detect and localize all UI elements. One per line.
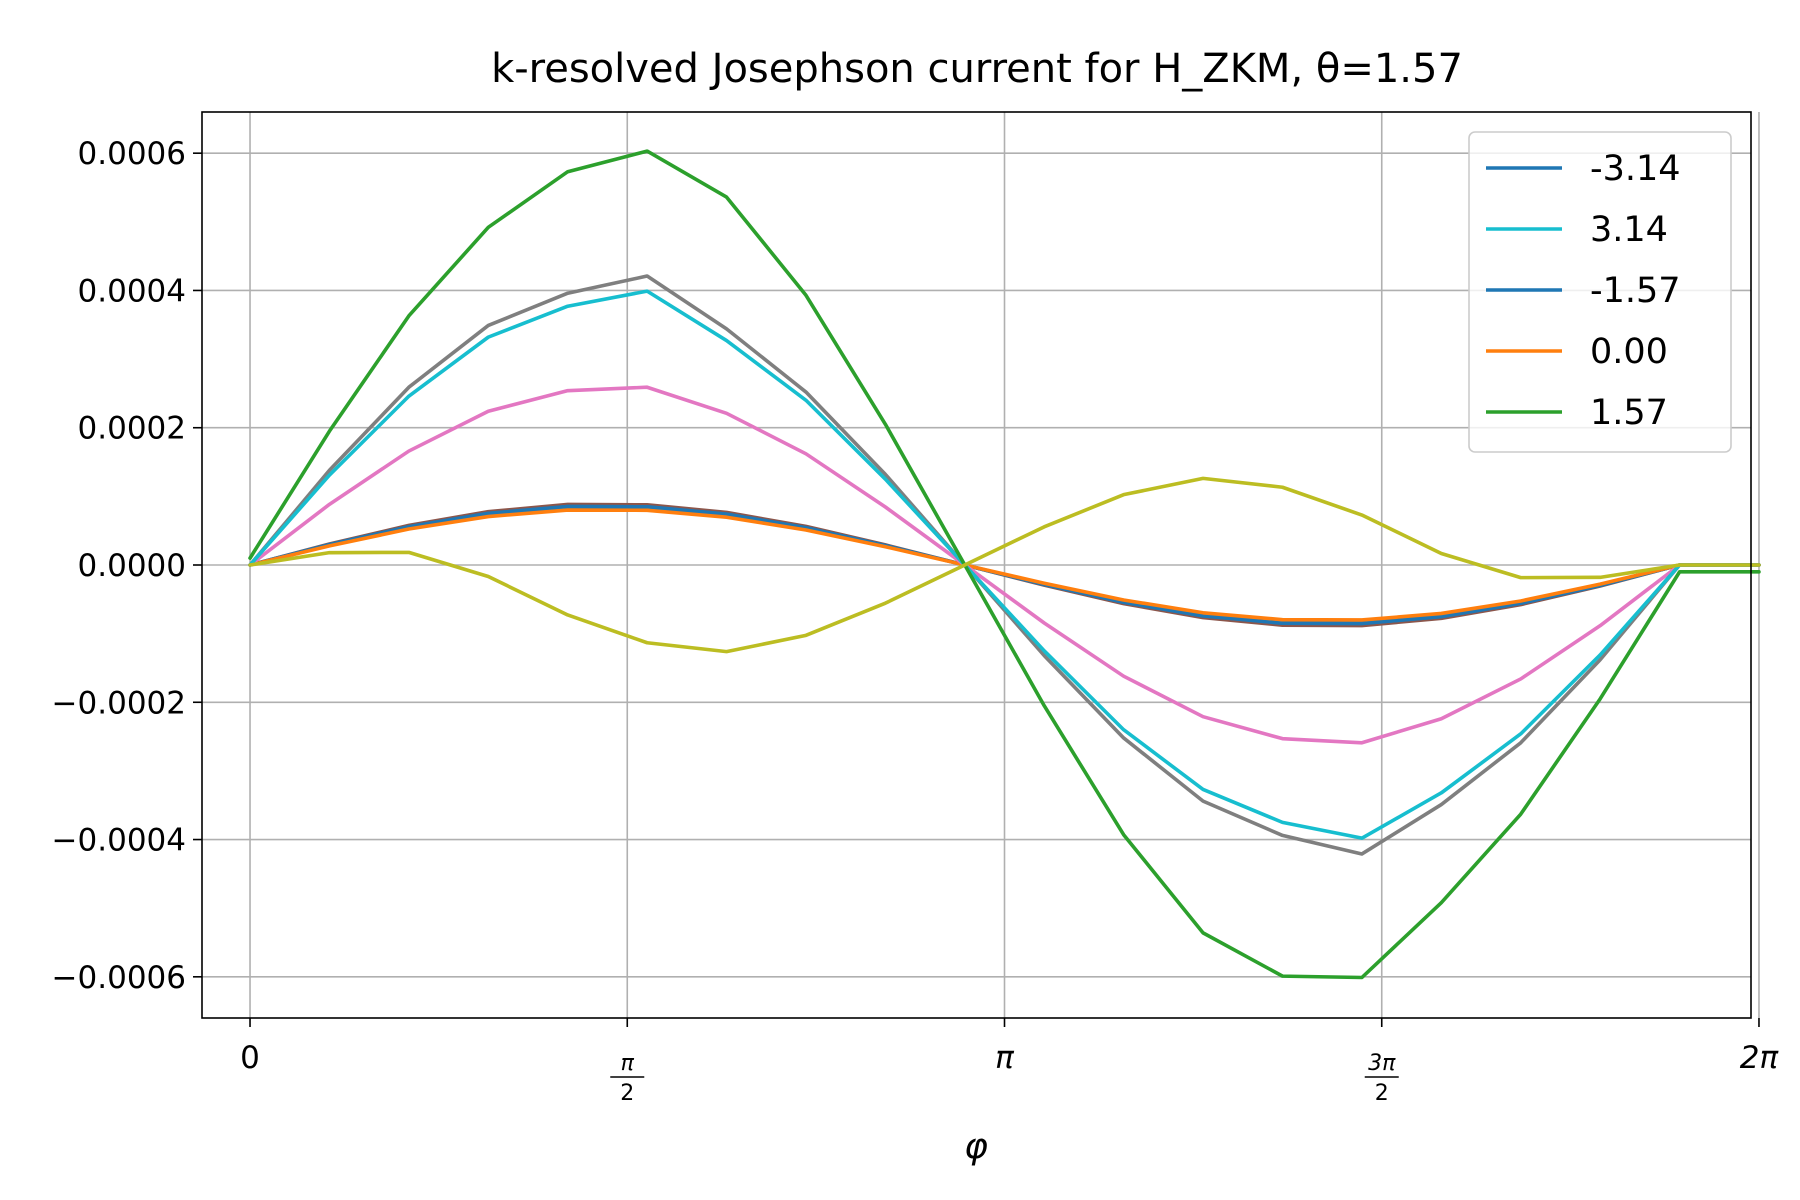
x-tick-label: π bbox=[995, 1040, 1015, 1076]
series-lines bbox=[248, 149, 1761, 980]
y-axis-ticks: 0.0006 0.0004 0.0002 0.0000 −0.0002 −0.0004 −0… bbox=[52, 136, 202, 996]
x-tick-label-denominator: 2 bbox=[1375, 1081, 1389, 1106]
legend-entry-label: 3.14 bbox=[1590, 210, 1668, 250]
y-tick-label: 0.0002 bbox=[78, 411, 186, 447]
series-line-3_14 bbox=[248, 289, 1761, 840]
x-tick-label: 0 bbox=[240, 1040, 260, 1076]
y-tick-label: 0.0004 bbox=[78, 273, 186, 309]
legend-entry-label: 1.57 bbox=[1590, 393, 1668, 433]
y-tick-label: −0.0002 bbox=[52, 685, 186, 721]
y-tick-label: −0.0004 bbox=[52, 823, 186, 859]
legend-entry-label: -1.57 bbox=[1590, 271, 1681, 311]
chart-title: k-resolved Josephson current for H_ZKM, … bbox=[491, 46, 1463, 92]
legend-entry-label: -3.14 bbox=[1590, 149, 1681, 189]
series-line-1_57 bbox=[248, 149, 1761, 980]
x-tick-label-numerator: 3π bbox=[1368, 1051, 1396, 1076]
y-tick-label: 0.0000 bbox=[78, 548, 186, 584]
y-tick-label: −0.0006 bbox=[52, 960, 186, 996]
x-axis-label: φ bbox=[964, 1126, 988, 1167]
series-line-unlabeled-8 bbox=[248, 476, 1761, 654]
series-line-0_00 bbox=[248, 508, 1761, 622]
legend-box bbox=[1468, 131, 1732, 453]
legend-entry-label: 0.00 bbox=[1590, 332, 1668, 372]
x-tick-label-numerator: π bbox=[621, 1051, 635, 1076]
y-tick-label: 0.0006 bbox=[78, 136, 186, 172]
legend: -3.14 3.14 -1.57 0.00 1.57 bbox=[1468, 131, 1732, 453]
series-line-unlabeled-6 bbox=[248, 385, 1761, 745]
x-tick-label-denominator: 2 bbox=[620, 1081, 634, 1106]
x-tick-label: 2π bbox=[1740, 1040, 1780, 1076]
